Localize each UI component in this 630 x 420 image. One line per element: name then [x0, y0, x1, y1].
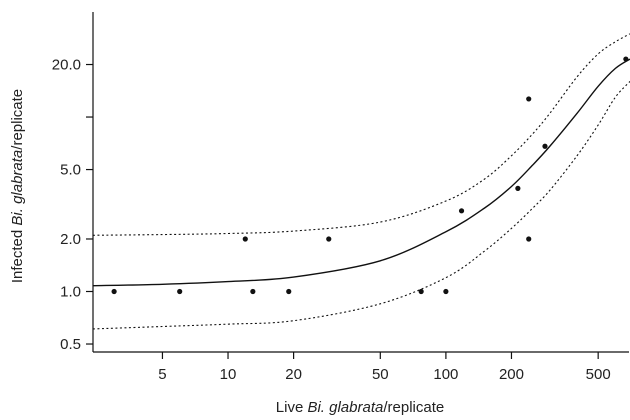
x-axis-label: Live Bi. glabrata/replicate: [276, 399, 444, 416]
data-point: [177, 288, 183, 295]
y-tick-label: 5.0: [60, 162, 81, 179]
fitted-curve: [92, 58, 630, 287]
x-tick-label: 10: [220, 366, 237, 383]
x-tick-label: 100: [433, 366, 458, 383]
data-point: [458, 208, 465, 214]
data-point: [242, 236, 248, 242]
data-points: [111, 56, 629, 295]
upper-confidence-band: [92, 33, 630, 236]
data-point: [526, 96, 532, 102]
y-tick-label: 2.0: [60, 231, 81, 248]
data-point: [326, 236, 332, 242]
data-point: [623, 56, 629, 62]
data-point: [250, 288, 256, 295]
x-tick-label: 200: [499, 366, 524, 383]
data-point: [111, 288, 117, 295]
y-tick-label: 1.0: [60, 283, 81, 300]
x-tick-label: 5: [158, 366, 166, 383]
data-point: [526, 236, 532, 242]
y-tick-label: 0.5: [60, 336, 81, 353]
data-point: [443, 288, 449, 295]
x-tick-label: 20: [285, 366, 302, 383]
data-point: [418, 288, 424, 295]
y-axis-label: Infected Bi. glabrata/replicate: [9, 89, 26, 283]
y-tick-label: 20.0: [52, 57, 81, 74]
data-point: [542, 143, 548, 149]
axes: [92, 12, 629, 353]
y-axis-ticks: 0.5 1.0 2.0 5.0 20.0: [52, 57, 93, 353]
x-axis-ticks: 5 10 20 50 100 200 500: [158, 352, 611, 383]
series-lines: [92, 33, 630, 330]
x-tick-label: 50: [372, 366, 389, 383]
data-point: [286, 288, 292, 295]
x-tick-label: 500: [586, 366, 611, 383]
data-point: [515, 185, 521, 191]
lower-confidence-band: [92, 81, 630, 330]
